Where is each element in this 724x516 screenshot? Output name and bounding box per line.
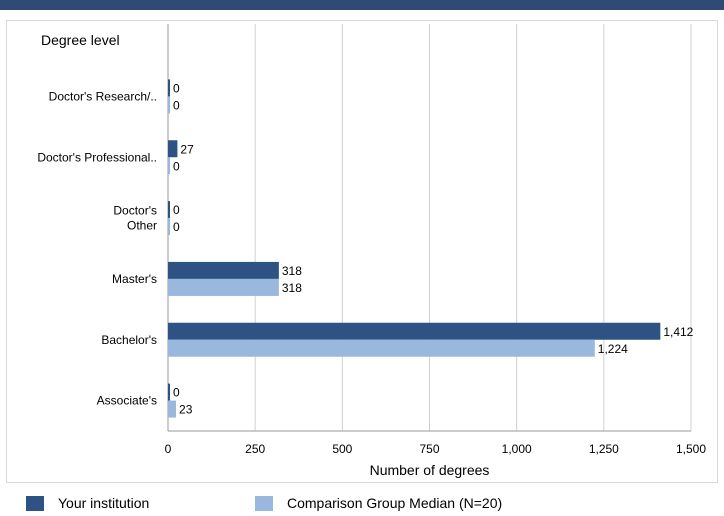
category-label: Doctor's Research/.. [49, 89, 157, 103]
bar-chart: 0 250 500 750 1,000 1,250 1,500 Number of degre… [37, 24, 706, 478]
legend-item-comparison-group: Comparison Group Median (N=20) [255, 494, 502, 512]
category-label: Associate's [97, 394, 157, 408]
header-bar [0, 0, 724, 10]
bar-comparison-group [168, 339, 595, 357]
data-label: 0 [173, 159, 180, 173]
chart-frame: 0 250 500 750 1,000 1,250 1,500 Number of degre… [6, 20, 718, 483]
data-label: 0 [173, 386, 180, 400]
category-label: Master's [112, 272, 157, 286]
legend-label-comparison-group: Comparison Group Median (N=20) [287, 495, 503, 511]
data-label: 318 [282, 281, 302, 295]
data-label: 27 [180, 142, 194, 156]
bar-your-institution [168, 140, 178, 158]
data-label: 1,224 [598, 342, 628, 356]
legend-swatch-comparison-group [255, 495, 273, 511]
data-label: 0 [173, 81, 180, 95]
bar-your-institution [168, 383, 170, 401]
x-tick-label: 750 [419, 442, 439, 456]
data-label: 0 [173, 203, 180, 217]
category-label: Doctor's [113, 204, 157, 218]
legend-swatch-your-institution [26, 495, 44, 511]
category-label: Doctor's Professional.. [37, 150, 157, 164]
data-label: 23 [179, 403, 193, 417]
bar-your-institution [168, 261, 279, 279]
bar-your-institution [168, 79, 170, 97]
data-label: 318 [282, 264, 302, 278]
x-tick-label: 1,500 [676, 442, 706, 456]
x-axis-title: Number of degrees [370, 462, 490, 478]
y-axis-title: Degree level [41, 32, 120, 48]
bar-comparison-group [168, 218, 170, 236]
legend-item-your-institution: Your institution [26, 494, 149, 512]
data-label: 1,412 [663, 325, 693, 339]
category-label: Bachelor's [101, 333, 157, 347]
bar-comparison-group [168, 96, 170, 114]
data-label: 0 [173, 98, 180, 112]
bar-comparison-group [168, 400, 177, 418]
x-tick-label: 1,250 [589, 442, 619, 456]
legend-label-your-institution: Your institution [58, 495, 150, 511]
x-tick-label: 250 [245, 442, 265, 456]
data-label: 0 [173, 220, 180, 234]
bar-your-institution [168, 322, 661, 340]
x-tick-label: 0 [165, 442, 172, 456]
bar-comparison-group [168, 157, 170, 175]
bar-your-institution [168, 201, 170, 219]
category-label: Other [127, 219, 157, 233]
x-tick-label: 1,000 [502, 442, 532, 456]
x-tick-label: 500 [332, 442, 352, 456]
bar-comparison-group [168, 278, 279, 296]
